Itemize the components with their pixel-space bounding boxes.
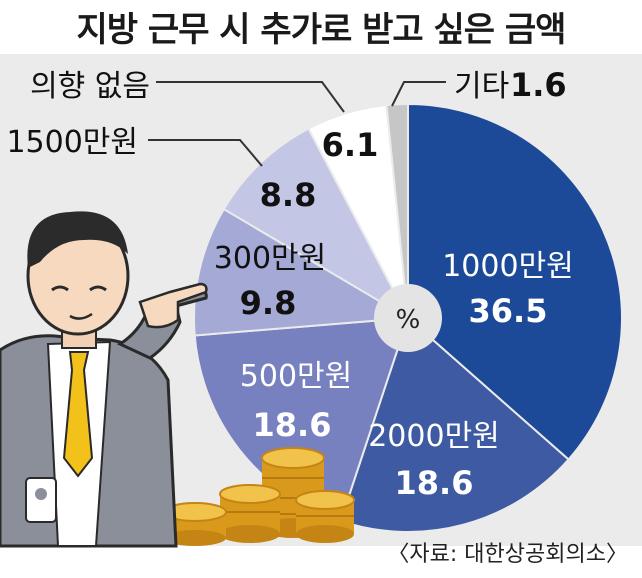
businessman-illustration: [0, 211, 208, 548]
leader-line-no-intention: [156, 81, 345, 113]
leader-lines: [148, 81, 446, 167]
pointing-hand: [138, 282, 208, 329]
slice-label-no-intention: 의향 없음: [30, 69, 150, 104]
slice-label-1000: 1000만원: [442, 249, 574, 284]
slice-value-1500: 8.8: [260, 176, 317, 214]
source-note: 〈자료: 대한상공회의소〉: [387, 542, 628, 567]
slice-label-300: 300만원: [214, 241, 326, 276]
left-eye: [51, 285, 69, 292]
pie-center-circle: [374, 284, 442, 352]
coin-stacks-illustration: [163, 447, 355, 546]
pie-slice-2000: [339, 316, 570, 533]
right-eye: [89, 285, 107, 292]
unit-label: %: [396, 305, 421, 335]
slice-value-1000: 36.5: [469, 292, 548, 330]
slice-value-500: 18.6: [253, 406, 332, 444]
mouth: [69, 312, 93, 320]
slice-value-other: 1.6: [510, 66, 567, 104]
pie-slice-1000: [407, 102, 623, 461]
hair: [27, 211, 128, 268]
slice-label-2000: 2000만원: [368, 419, 500, 454]
pie-slices: [193, 102, 623, 533]
pie-slice-300: [193, 207, 412, 337]
tie: [62, 351, 94, 478]
slice-value-2000: 18.6: [395, 464, 474, 502]
slice-label-500: 500만원: [240, 359, 352, 394]
slice-label-1500: 1500만원: [6, 125, 138, 160]
slice-value-300: 9.8: [240, 284, 297, 322]
chart-title: 지방 근무 시 추가로 받고 싶은 금액: [76, 9, 567, 50]
slice-value-no-intention: 6.1: [322, 126, 379, 164]
leader-line-other: [391, 81, 446, 107]
coin-stack: [295, 490, 355, 543]
pie-slice-other: [385, 102, 409, 319]
leader-line-1500: [148, 139, 263, 167]
coin-stack: [219, 484, 281, 543]
slice-label-other: 기타: [454, 69, 509, 104]
